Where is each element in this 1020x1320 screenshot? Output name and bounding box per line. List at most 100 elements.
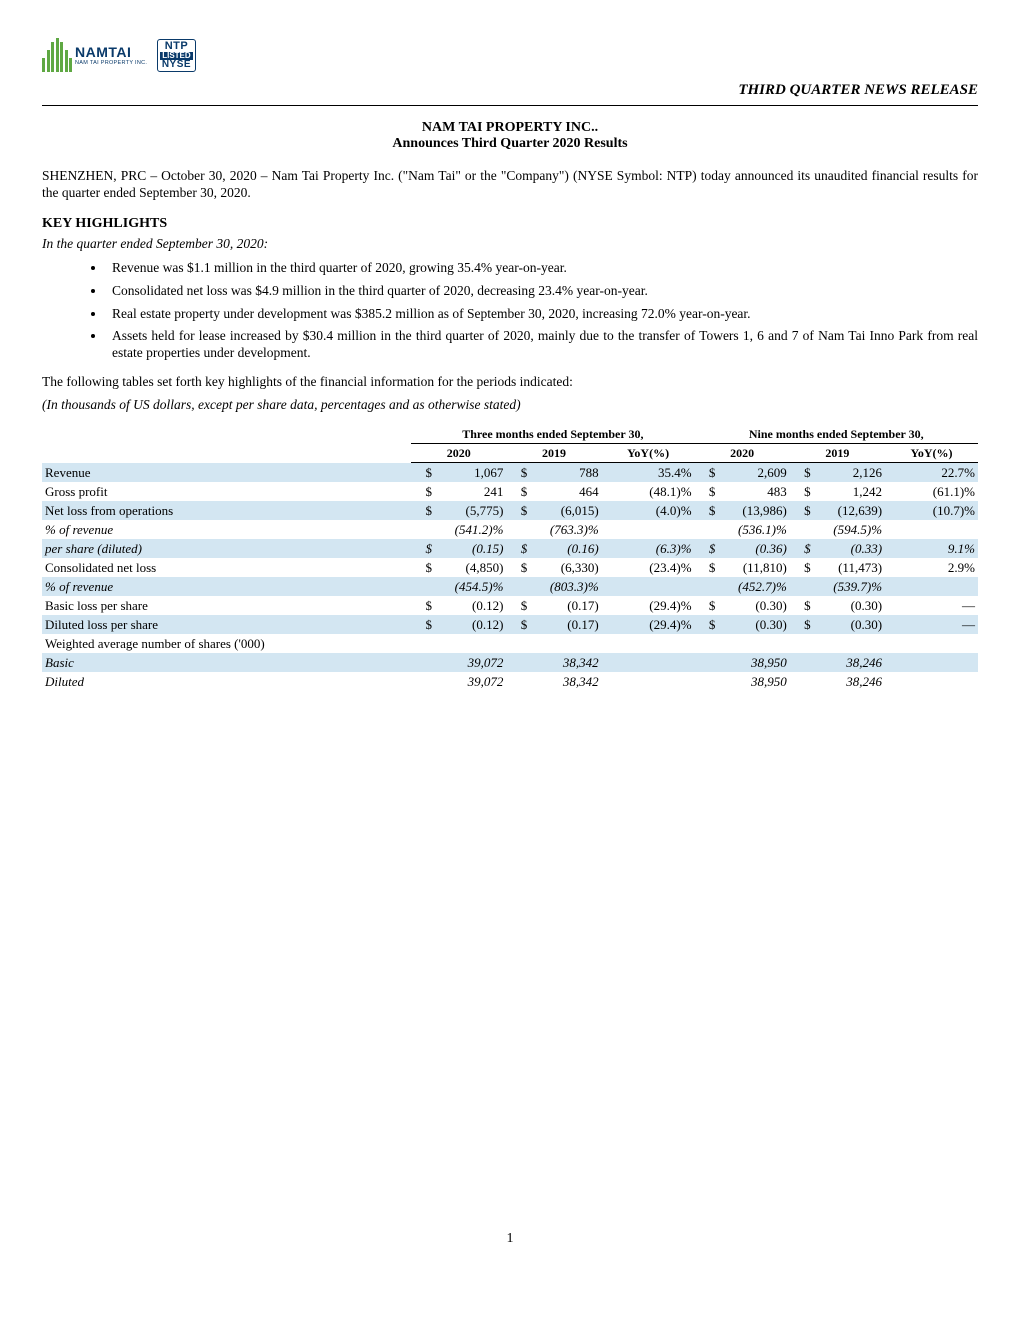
cell-val: 241 [435,482,506,501]
intro-paragraph: SHENZHEN, PRC – October 30, 2020 – Nam T… [42,168,978,202]
highlight-item: Assets held for lease increased by $30.4… [106,328,978,362]
row-label: Weighted average number of shares ('000) [42,634,411,653]
cell-cur: $ [411,558,435,577]
cell-yoy: (4.0)% [602,501,695,520]
cell-yoy [602,672,695,691]
cell-cur: $ [695,482,719,501]
cell-cur: $ [411,596,435,615]
page-header: NAMTAI NAM TAI PROPERTY INC. NTP LISTED … [42,38,978,99]
cell-val: 38,342 [530,653,601,672]
cell-val: 483 [718,482,789,501]
three-months-header: Three months ended September 30, [411,425,694,444]
row-label: per share (diluted) [42,539,411,558]
title-line1: NAM TAI PROPERTY INC. [422,120,595,135]
cell-yoy: — [885,596,978,615]
cell-cur: $ [506,596,530,615]
col-yoy-n: YoY(%) [885,444,978,463]
cell-cur [695,634,719,653]
cell-val [435,634,506,653]
col-yoy-q: YoY(%) [602,444,695,463]
cell-yoy: 35.4% [602,463,695,483]
row-label: Consolidated net loss [42,558,411,577]
cell-cur: $ [790,558,814,577]
cell-cur: $ [506,558,530,577]
cell-val: (541.2)% [435,520,506,539]
cell-cur: $ [695,615,719,634]
cell-val: (0.17) [530,596,601,615]
cell-yoy [885,520,978,539]
cell-yoy: (23.4)% [602,558,695,577]
highlight-item: Revenue was $1.1 million in the third qu… [106,260,978,277]
table-note: (In thousands of US dollars, except per … [42,397,978,413]
table-row: Basic loss per share$(0.12)$(0.17)(29.4)… [42,596,978,615]
cell-cur: $ [695,501,719,520]
cell-cur: $ [411,615,435,634]
cell-val: 38,342 [530,672,601,691]
cell-cur [790,672,814,691]
table-row: Basic39,07238,34238,95038,246 [42,653,978,672]
table-row: % of revenue(541.2)%(763.3)%(536.1)%(594… [42,520,978,539]
col-2020-q: 2020 [411,444,506,463]
cell-cur [506,520,530,539]
cell-val: (0.12) [435,596,506,615]
cell-cur: $ [506,482,530,501]
cell-val: (0.33) [814,539,885,558]
cell-val: (536.1)% [718,520,789,539]
cell-cur [695,520,719,539]
cell-yoy: 2.9% [885,558,978,577]
cell-cur [506,634,530,653]
financial-table: Three months ended September 30, Nine mo… [42,425,978,691]
cell-val: (11,473) [814,558,885,577]
cell-val: 1,242 [814,482,885,501]
cell-cur: $ [695,558,719,577]
cell-yoy [885,634,978,653]
cell-cur [411,653,435,672]
row-label: Basic [42,653,411,672]
cell-yoy [885,672,978,691]
cell-val: (763.3)% [530,520,601,539]
cell-cur: $ [506,501,530,520]
table-leadout: The following tables set forth key highl… [42,374,978,391]
cell-yoy [602,577,695,596]
table-row: Weighted average number of shares ('000) [42,634,978,653]
col-2020-n: 2020 [695,444,790,463]
cell-val: (452.7)% [718,577,789,596]
cell-yoy [602,653,695,672]
cell-cur: $ [506,463,530,483]
cell-val: (12,639) [814,501,885,520]
badge-ticker: NTP [160,41,192,52]
cell-val: (0.17) [530,615,601,634]
cell-cur [695,672,719,691]
cell-val: (5,775) [435,501,506,520]
cell-cur: $ [790,501,814,520]
cell-cur [695,653,719,672]
row-label: Diluted [42,672,411,691]
cell-val: (6,330) [530,558,601,577]
row-label: Basic loss per share [42,596,411,615]
cell-yoy: 9.1% [885,539,978,558]
row-label: Diluted loss per share [42,615,411,634]
cell-val: 38,950 [718,672,789,691]
cell-cur [790,653,814,672]
cell-cur: $ [790,539,814,558]
cell-val [814,634,885,653]
cell-val: (454.5)% [435,577,506,596]
nine-months-header: Nine months ended September 30, [695,425,978,444]
logo-text: NAMTAI [75,44,147,60]
highlights-list: Revenue was $1.1 million in the third qu… [42,260,978,362]
table-row: Diluted39,07238,34238,95038,246 [42,672,978,691]
highlight-item: Consolidated net loss was $4.9 million i… [106,283,978,300]
table-group-header-row: Three months ended September 30, Nine mo… [42,425,978,444]
cell-cur: $ [411,501,435,520]
cell-val: (0.36) [718,539,789,558]
cell-cur [506,672,530,691]
cell-val: (0.16) [530,539,601,558]
cell-cur [790,634,814,653]
cell-val: (539.7)% [814,577,885,596]
cell-val: (0.30) [814,615,885,634]
cell-val: (4,850) [435,558,506,577]
cell-val: 464 [530,482,601,501]
cell-cur: $ [790,463,814,483]
cell-yoy [885,577,978,596]
cell-val: (11,810) [718,558,789,577]
